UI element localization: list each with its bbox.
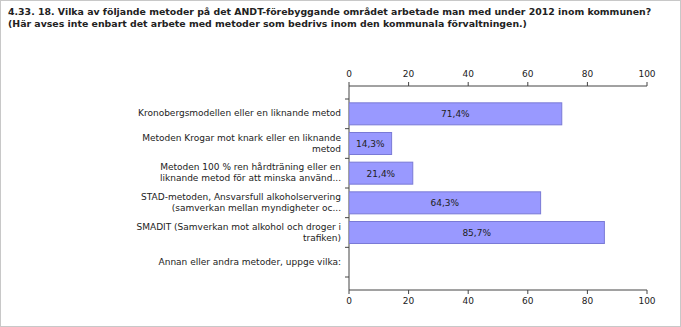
data-label: 71,4% — [441, 109, 470, 119]
category-tick — [345, 247, 349, 248]
category-tick — [345, 99, 349, 100]
category-label: STAD-metoden, Ansvarsfull alkoholserveri… — [136, 192, 341, 214]
category-tick — [345, 188, 349, 189]
bar — [349, 251, 350, 273]
tick-label-top: 100 — [638, 69, 655, 79]
data-label: 85,7% — [462, 228, 491, 238]
bars — [349, 103, 604, 244]
category-label: Annan eller andra metoder, uppge vilka: — [136, 257, 341, 268]
tick-top — [468, 82, 469, 86]
bar — [349, 192, 541, 214]
plot-svg: 0 0 20 20 40 40 60 60 80 80 100 100 71,4% 14,3% 21,4% 6… — [1, 1, 681, 327]
tick-label-top: 40 — [462, 69, 474, 79]
tick-label-bottom: 20 — [403, 296, 415, 306]
tick-top — [647, 82, 648, 86]
bar — [349, 103, 562, 125]
tick-bottom — [468, 290, 469, 294]
tick-label-top: 80 — [582, 69, 594, 79]
axis-bottom — [349, 290, 647, 291]
category-tick — [345, 277, 349, 278]
tick-label-bottom: 100 — [638, 296, 655, 306]
tick-bottom — [408, 290, 409, 294]
category-tick — [345, 158, 349, 159]
bar — [349, 222, 604, 244]
tick-top — [527, 82, 528, 86]
category-label: Metoden Krogar mot knark eller en liknan… — [136, 133, 341, 155]
chart-root: 4.33. 18. Vilka av följande metoder på d… — [0, 0, 681, 327]
data-label: 21,4% — [367, 169, 396, 179]
tick-bottom — [647, 290, 648, 294]
tick-label-top: 60 — [522, 69, 534, 79]
tick-bottom — [349, 290, 350, 294]
category-label: Metoden 100 % ren hårdträning eller en l… — [136, 162, 341, 184]
bar — [349, 133, 392, 155]
data-label: 14,3% — [356, 139, 385, 149]
tick-label-bottom: 60 — [522, 296, 534, 306]
tick-label-bottom: 0 — [346, 296, 352, 306]
tick-label-top: 20 — [403, 69, 415, 79]
category-label: SMADIT (Samverkan mot alkohol och droger… — [136, 222, 341, 244]
tick-top — [587, 82, 588, 86]
category-tick — [345, 217, 349, 218]
bar — [349, 162, 413, 184]
tick-top — [408, 82, 409, 86]
data-label: 64,3% — [431, 198, 460, 208]
category-label: Kronobergsmodellen eller en liknande met… — [136, 108, 341, 119]
tick-top — [349, 82, 350, 86]
chart-title: 4.33. 18. Vilka av följande metoder på d… — [8, 6, 672, 30]
category-tick — [345, 128, 349, 129]
axis-top — [349, 86, 647, 87]
tick-label-bottom: 40 — [462, 296, 474, 306]
tick-bottom — [587, 290, 588, 294]
tick-bottom — [527, 290, 528, 294]
tick-label-bottom: 80 — [582, 296, 594, 306]
tick-label-top: 0 — [346, 69, 352, 79]
